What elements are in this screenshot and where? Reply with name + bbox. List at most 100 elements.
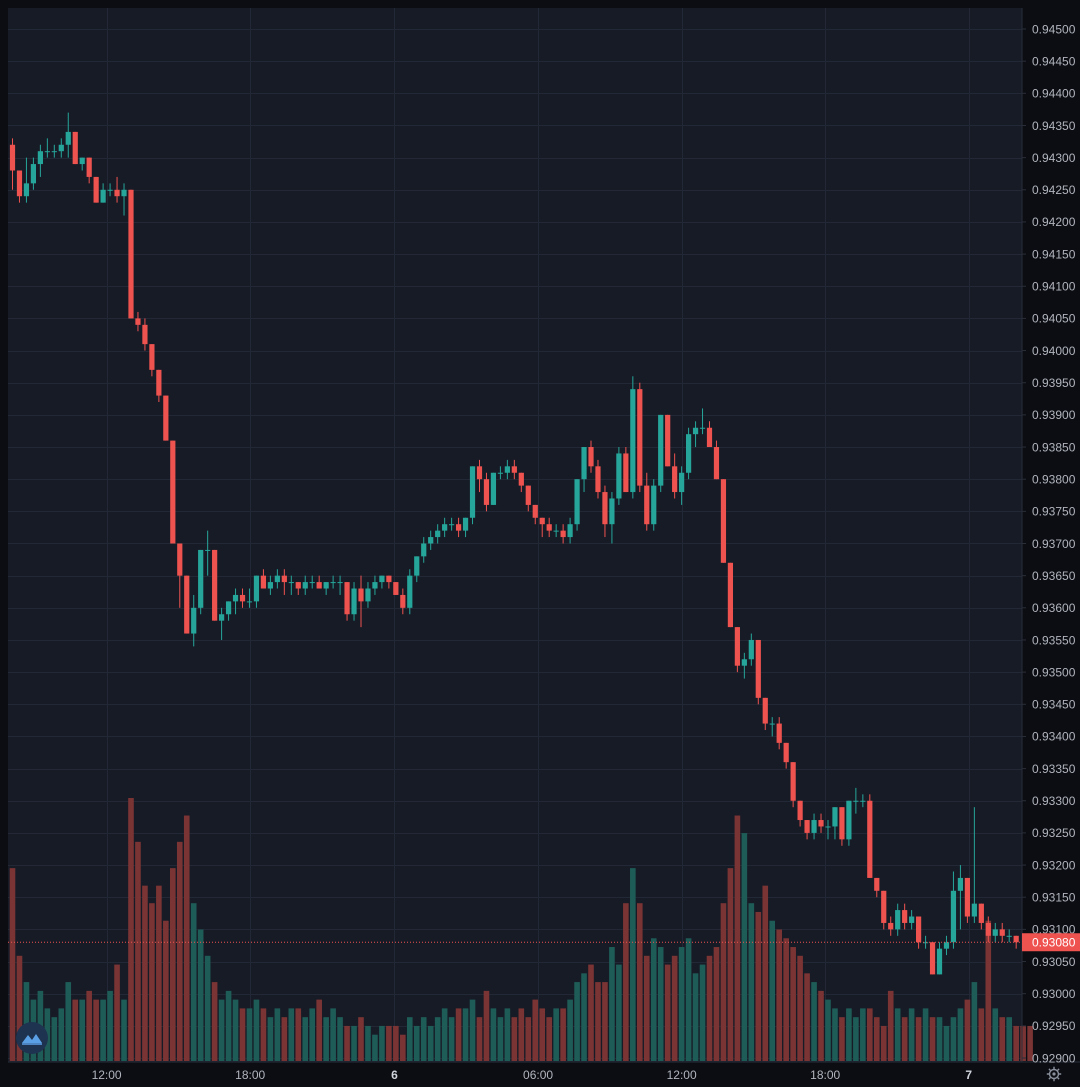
candle-body: [219, 614, 225, 621]
candle-body: [888, 922, 894, 930]
candle: [239, 588, 246, 608]
volume-bar: [323, 1017, 329, 1061]
candle: [985, 916, 991, 943]
volume-bar: [943, 1025, 950, 1061]
candle: [191, 594, 197, 647]
volume-bar: [246, 1008, 253, 1061]
candle: [853, 787, 859, 814]
candle-body: [246, 601, 253, 603]
candle: [330, 575, 336, 589]
volume-bar: [156, 885, 162, 1061]
candle-body: [644, 485, 650, 525]
candle: [79, 157, 85, 171]
time-axis[interactable]: 12:00 18:00 6 06:00 12:00 18:00 7: [92, 1068, 973, 1082]
candle-body: [546, 524, 552, 531]
candle: [476, 459, 483, 493]
volume-bar: [309, 1008, 316, 1061]
candle-body: [637, 389, 643, 486]
x-tick-label: 6: [391, 1068, 398, 1080]
candle: [253, 575, 260, 608]
candle: [748, 633, 754, 666]
volume-bar: [846, 1008, 852, 1061]
volume-bar: [748, 903, 755, 1061]
candle: [811, 813, 817, 840]
y-tick-label: 0.93750: [1032, 505, 1076, 519]
volume-bar: [971, 982, 978, 1061]
y-tick-label: 0.94450: [1032, 54, 1076, 68]
volume-bar: [880, 1025, 887, 1061]
candle-body: [525, 485, 531, 505]
candle: [916, 916, 922, 949]
candle-body: [741, 659, 747, 666]
candle-body: [107, 189, 113, 191]
candle: [860, 794, 866, 808]
candle: [881, 890, 887, 930]
y-tick-label: 0.93000: [1032, 987, 1076, 1001]
y-tick-label: 0.94050: [1032, 312, 1076, 326]
volume-bar: [769, 920, 776, 1061]
volume-bar: [204, 955, 211, 1061]
candle-body: [623, 453, 629, 493]
candle: [497, 466, 503, 480]
candle-body: [581, 447, 587, 480]
price-axis[interactable]: 0.94500 0.94450 0.94400 0.94350 0.94300 0.942…: [1022, 22, 1080, 1065]
x-tick-label: 18:00: [810, 1068, 840, 1080]
candle: [177, 543, 183, 608]
logo-icon[interactable]: [16, 1022, 48, 1054]
candle-body: [58, 144, 64, 152]
candle-body: [658, 414, 664, 486]
candle-body: [560, 530, 566, 538]
y-tick-label: 0.93650: [1032, 569, 1076, 583]
y-tick-label: 0.93900: [1032, 408, 1076, 422]
candle-body: [860, 800, 866, 802]
volume-bar: [706, 955, 713, 1061]
volume-bar: [65, 982, 72, 1061]
volume-bar: [448, 1017, 455, 1061]
candle: [58, 138, 64, 158]
volume-bar: [504, 1008, 511, 1061]
candle-body: [846, 800, 852, 840]
volume-bar: [741, 833, 748, 1061]
volume-bar: [553, 1008, 559, 1061]
candle-body: [198, 549, 204, 608]
y-tick-label: 0.94150: [1032, 247, 1076, 261]
volume-bar: [574, 982, 580, 1061]
y-tick-label: 0.93400: [1032, 730, 1076, 744]
volume-bar: [957, 1008, 964, 1061]
candle-body: [442, 524, 448, 531]
candle-body: [421, 543, 427, 557]
candle-body: [79, 157, 85, 165]
y-tick-label: 0.94250: [1032, 183, 1076, 197]
candle: [288, 575, 294, 595]
candle-body: [449, 524, 455, 526]
candle: [950, 871, 957, 949]
candle: [142, 318, 148, 351]
candle-body: [51, 151, 57, 153]
candle: [651, 479, 657, 531]
candle-body: [379, 575, 385, 583]
volume-bar: [811, 982, 817, 1061]
volume-bar: [720, 903, 727, 1061]
candle: [295, 582, 301, 595]
candle: [797, 800, 803, 827]
candle-body: [720, 479, 727, 563]
volume-bar: [643, 955, 650, 1061]
candle-body: [121, 189, 127, 197]
candle-body: [964, 877, 970, 917]
candle-body: [225, 601, 232, 615]
candle: [149, 344, 155, 377]
candle-body: [23, 183, 30, 197]
candle: [874, 877, 880, 898]
candle: [170, 440, 176, 544]
candle-body: [692, 427, 699, 435]
y-tick-label: 0.93250: [1032, 826, 1076, 840]
y-tick-label: 0.94350: [1032, 119, 1076, 133]
candle: [344, 582, 350, 621]
volume-bar: [16, 955, 23, 1061]
candle-body: [504, 466, 510, 473]
candle: [936, 942, 943, 975]
volume-bar: [386, 1025, 392, 1061]
volume-bar: [225, 990, 232, 1061]
